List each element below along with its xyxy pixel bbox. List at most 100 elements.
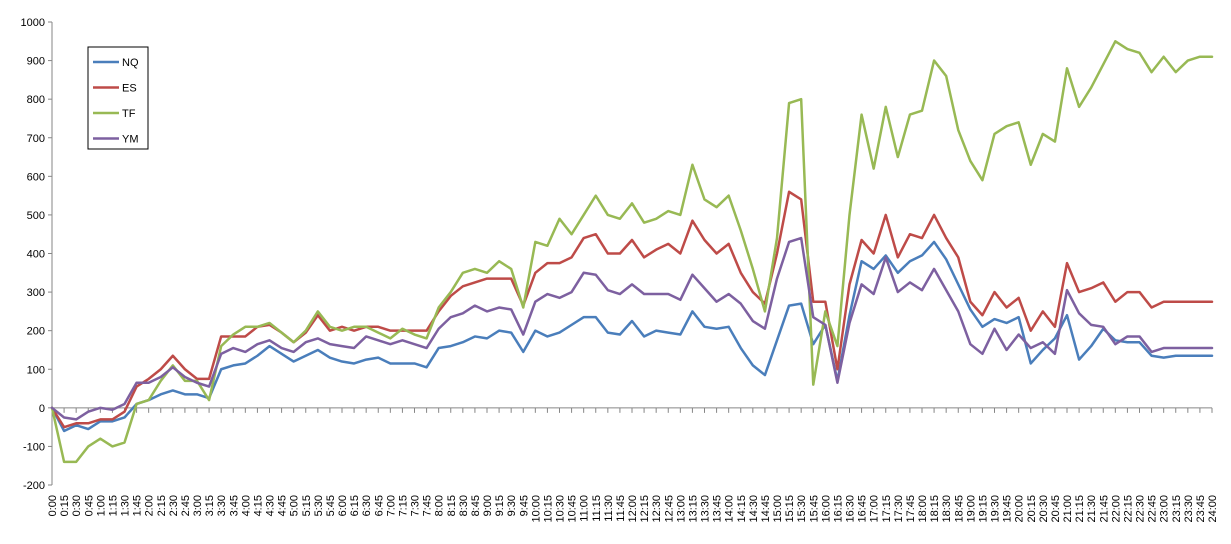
x-tick-label: 20:30 xyxy=(1038,495,1050,523)
x-tick-label: 4:15 xyxy=(252,495,264,516)
x-tick-label: 15:30 xyxy=(796,495,808,523)
x-tick-label: 8:45 xyxy=(470,495,482,516)
x-tick-label: 17:00 xyxy=(869,495,881,523)
x-tick-label: 12:15 xyxy=(639,495,651,523)
y-tick-label: 100 xyxy=(27,364,45,376)
x-tick-label: 5:45 xyxy=(325,495,337,516)
legend-label: NQ xyxy=(122,57,139,69)
x-tick-label: 17:30 xyxy=(893,495,905,523)
x-tick-label: 10:45 xyxy=(567,495,579,523)
x-tick-label: 0:30 xyxy=(71,495,83,516)
x-tick-label: 18:00 xyxy=(917,495,929,523)
y-tick-label: 800 xyxy=(27,94,45,106)
x-tick-label: 16:00 xyxy=(820,495,832,523)
x-tick-label: 11:30 xyxy=(603,495,615,522)
x-tick-label: 9:30 xyxy=(506,495,518,516)
y-tick-label: -100 xyxy=(23,441,45,453)
x-tick-label: 11:45 xyxy=(615,495,627,522)
y-tick-label: 1000 xyxy=(21,17,45,29)
x-tick-label: 4:00 xyxy=(240,495,252,516)
y-tick-label: 200 xyxy=(27,326,45,338)
x-tick-label: 9:15 xyxy=(494,495,506,516)
x-tick-label: 2:15 xyxy=(156,495,168,516)
x-tick-label: 10:30 xyxy=(555,495,567,523)
x-tick-label: 5:15 xyxy=(301,495,313,516)
x-tick-label: 0:00 xyxy=(47,495,59,516)
x-tick-label: 17:15 xyxy=(881,495,893,523)
x-tick-label: 22:30 xyxy=(1135,495,1147,523)
x-tick-label: 18:15 xyxy=(929,495,941,523)
x-tick-label: 23:00 xyxy=(1159,495,1171,523)
y-tick-label: -200 xyxy=(23,480,45,492)
x-tick-label: 6:45 xyxy=(373,495,385,516)
x-tick-label: 23:15 xyxy=(1171,495,1183,523)
x-tick-label: 6:00 xyxy=(337,495,349,516)
x-tick-label: 22:00 xyxy=(1110,495,1122,523)
x-tick-label: 3:30 xyxy=(216,495,228,516)
x-tick-label: 22:45 xyxy=(1147,495,1159,523)
series-layer xyxy=(50,40,1214,464)
x-tick-label: 3:00 xyxy=(192,495,204,516)
x-tick-label: 14:15 xyxy=(736,495,748,523)
x-tick-label: 12:00 xyxy=(627,495,639,523)
x-tick-label: 13:15 xyxy=(687,495,699,523)
x-tick-label: 21:45 xyxy=(1098,495,1110,523)
x-tick-label: 7:15 xyxy=(397,495,409,516)
x-tick-label: 14:45 xyxy=(760,495,772,523)
x-tick-label: 23:30 xyxy=(1183,495,1195,523)
y-tick-label: 900 xyxy=(27,56,45,68)
x-tick-label: 0:15 xyxy=(59,495,71,516)
x-tick-label: 14:30 xyxy=(748,495,760,523)
x-tick-label: 23:45 xyxy=(1195,495,1207,523)
x-tick-label: 1:00 xyxy=(95,495,107,516)
x-tick-label: 14:00 xyxy=(724,495,736,523)
x-tick-label: 15:15 xyxy=(784,495,796,523)
legend-label: YM xyxy=(122,134,139,146)
series-line-es xyxy=(50,190,1214,429)
y-tick-label: 400 xyxy=(27,249,45,261)
x-tick-label: 3:45 xyxy=(228,495,240,516)
x-tick-label: 16:15 xyxy=(832,495,844,523)
x-tick-label: 16:45 xyxy=(857,495,869,523)
x-tick-label: 0:45 xyxy=(83,495,95,516)
x-tick-label: 1:15 xyxy=(107,495,119,516)
x-tick-label: 20:15 xyxy=(1026,495,1038,523)
x-tick-label: 18:30 xyxy=(941,495,953,523)
x-tick-label: 2:30 xyxy=(168,495,180,516)
x-tick-label: 17:45 xyxy=(905,495,917,523)
x-tick-label: 16:30 xyxy=(845,495,857,523)
x-tick-label: 19:15 xyxy=(977,495,989,523)
x-tick-label: 20:45 xyxy=(1050,495,1062,523)
x-tick-label: 4:45 xyxy=(277,495,289,516)
x-tick-label: 19:45 xyxy=(1002,495,1014,523)
series-line-tf xyxy=(50,40,1214,464)
x-tick-label: 19:30 xyxy=(990,495,1002,523)
x-tick-label: 15:00 xyxy=(772,495,784,523)
y-tick-label: 700 xyxy=(27,133,45,145)
x-tick-label: 5:00 xyxy=(289,495,301,516)
x-tick-label: 8:15 xyxy=(446,495,458,516)
y-tick-label: 300 xyxy=(27,287,45,299)
legend: NQ ES TF YM xyxy=(87,46,149,150)
x-tick-label: 8:30 xyxy=(458,495,470,516)
axes: -200 -100 0 100 200 300 400 500 600 700 800 900 1000… xyxy=(21,17,1219,523)
x-tick-label: 21:00 xyxy=(1062,495,1074,523)
x-tick-label: 13:30 xyxy=(700,495,712,523)
y-tick-label: 0 xyxy=(39,403,45,415)
x-tick-label: 13:00 xyxy=(675,495,687,523)
x-tick-label: 10:15 xyxy=(542,495,554,523)
x-tick-label: 11:00 xyxy=(579,495,591,522)
x-tick-label: 20:00 xyxy=(1014,495,1026,523)
x-tick-label: 8:00 xyxy=(434,495,446,516)
x-tick-label: 4:30 xyxy=(265,495,277,516)
x-tick-label: 21:15 xyxy=(1074,495,1086,523)
x-tick-label: 24:00 xyxy=(1207,495,1219,523)
x-tick-label: 21:30 xyxy=(1086,495,1098,523)
x-tick-label: 9:00 xyxy=(482,495,494,516)
x-tick-label: 19:00 xyxy=(965,495,977,523)
x-tick-label: 9:45 xyxy=(518,495,530,516)
x-tick-label: 1:45 xyxy=(132,495,144,516)
x-tick-label: 15:45 xyxy=(808,495,820,523)
x-tick-label: 2:00 xyxy=(144,495,156,516)
x-tick-label: 10:00 xyxy=(530,495,542,523)
